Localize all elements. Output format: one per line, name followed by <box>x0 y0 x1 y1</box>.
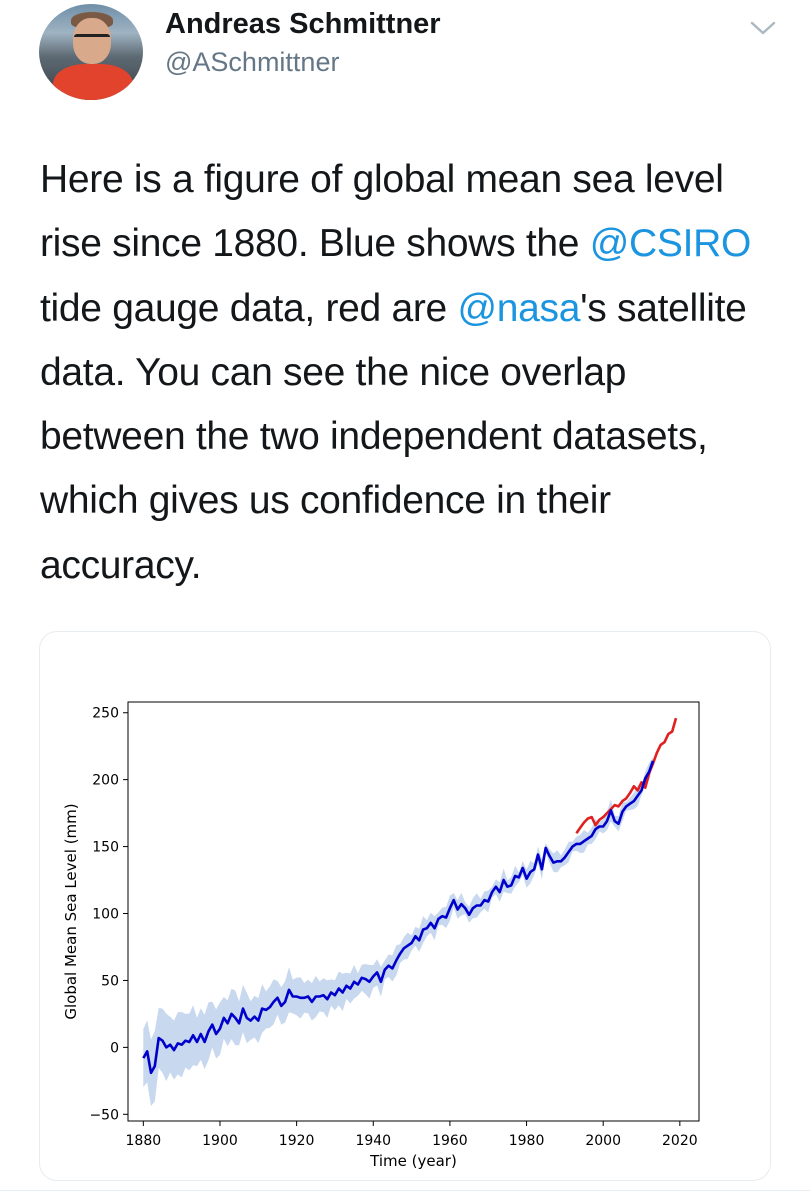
tweet-text-3: 's satellite data. You can see the nice … <box>40 286 747 587</box>
x-tick-label: 1940 <box>355 1133 391 1149</box>
x-tick-label: 1920 <box>279 1133 315 1149</box>
media-card[interactable]: −50 0 50 100 150 200 250 1880 1900 1920 1940 1960 19… <box>39 631 771 1181</box>
mention-csiro[interactable]: @CSIRO <box>589 222 752 266</box>
x-tick-label: 2000 <box>585 1133 621 1149</box>
tweet-text-2: tide gauge data, red are <box>40 286 458 330</box>
y-tick-label: 0 <box>110 1040 119 1056</box>
author-handle[interactable]: @ASchmittner <box>165 47 340 77</box>
x-tick-label: 1880 <box>126 1133 162 1149</box>
plot-frame <box>127 701 700 1122</box>
x-tick-label: 1960 <box>432 1133 468 1149</box>
y-tick-label: 50 <box>101 973 119 989</box>
chevron-down-icon[interactable] <box>748 18 778 38</box>
y-tick-label: 150 <box>92 840 119 856</box>
avatar-glasses <box>74 34 110 45</box>
author-name[interactable]: Andreas Schmittner <box>165 8 441 40</box>
x-tick-label: 1980 <box>509 1133 545 1149</box>
avatar-face <box>73 18 111 64</box>
uncertainty-band <box>143 757 654 1106</box>
y-tick-label: 250 <box>92 706 119 722</box>
tweet-text-1: Here is a figure of global mean sea leve… <box>40 158 724 266</box>
x-axis-label: Time (year) <box>369 1152 457 1170</box>
series-line-tide-gauge <box>142 760 655 1075</box>
divider <box>0 1190 810 1191</box>
series-line-satellite <box>575 717 678 834</box>
y-tick-label: 100 <box>92 907 119 923</box>
x-tick-label: 1900 <box>202 1133 238 1149</box>
mention-nasa[interactable]: @nasa <box>457 286 581 330</box>
x-tick-label: 2020 <box>662 1133 698 1149</box>
tweet-text: Here is a figure of global mean sea leve… <box>40 148 780 598</box>
y-tick-label: −50 <box>89 1107 119 1123</box>
avatar-jacket <box>53 64 133 100</box>
y-tick-label: 200 <box>92 773 119 789</box>
sea-level-chart: −50 0 50 100 150 200 250 1880 1900 1920 1940 1960 19… <box>62 701 700 1170</box>
y-axis-label: Global Mean Sea Level (mm) <box>62 803 80 1019</box>
avatar[interactable] <box>39 4 143 100</box>
